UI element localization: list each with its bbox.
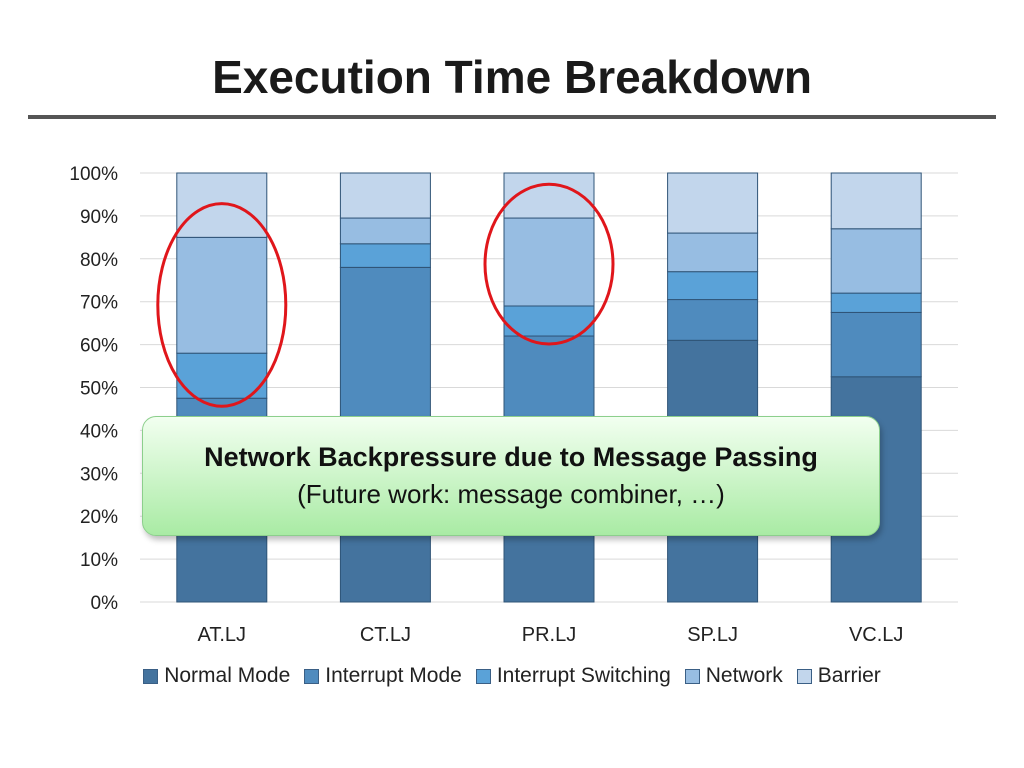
legend-label: Normal Mode: [164, 664, 291, 687]
bar-segment: [667, 299, 759, 341]
legend-swatch: [475, 668, 491, 684]
highlight-circles: [156, 182, 615, 408]
bar-segment: [830, 292, 922, 313]
legend-item: Normal Mode: [143, 664, 290, 688]
legend-label: Interrupt Switching: [496, 664, 671, 687]
bar-segment: [176, 236, 268, 354]
callout-title: Network Backpressure due to Message Pass…: [204, 442, 818, 472]
bar-segment: [503, 172, 595, 219]
bar-segment: [503, 217, 595, 307]
legend-swatch: [304, 668, 320, 684]
y-tick-label: 80%: [80, 250, 118, 271]
callout-box: Network Backpressure due to Message Pass…: [142, 416, 880, 536]
y-tick-label: 20%: [80, 507, 118, 528]
bar-segment: [830, 172, 922, 230]
bar-segment: [667, 271, 759, 301]
bar-segment: [339, 217, 431, 245]
legend-item: Interrupt Mode: [304, 664, 462, 688]
slide-title: Execution Time Breakdown: [212, 51, 812, 103]
y-tick-label: 0%: [91, 593, 119, 614]
x-category-label: VC.LJ: [849, 624, 903, 646]
highlight-ellipse: [156, 202, 288, 408]
y-tick-label: 10%: [80, 550, 118, 571]
legend-item: Interrupt Switching: [475, 664, 671, 688]
stacked-bar-chart: 0% 10% 20% 30% 40% 50% 60% 70% 80% 90% 100% AT.LJ C…: [69, 164, 958, 646]
bar-segment: [503, 305, 595, 337]
bar-segment: [830, 228, 922, 294]
y-tick-label: 90%: [80, 207, 118, 228]
x-axis-category-labels: AT.LJ CT.LJ PR.LJ SP.LJ VC.LJ: [198, 624, 904, 646]
callout-subtitle: (Future work: message combiner, …): [297, 479, 725, 509]
y-tick-label: 50%: [80, 379, 118, 400]
x-category-label: AT.LJ: [198, 624, 247, 646]
y-tick-label: 70%: [80, 293, 118, 314]
legend-swatch: [684, 668, 700, 684]
x-category-label: CT.LJ: [360, 624, 411, 646]
bar-segment: [339, 172, 431, 219]
bar-segment: [176, 172, 268, 238]
y-tick-label: 30%: [80, 464, 118, 485]
bar-segment: [339, 243, 431, 268]
y-tick-label: 40%: [80, 421, 118, 442]
bar-segment: [667, 232, 759, 273]
title-divider: [28, 115, 996, 119]
legend-swatch: [796, 668, 812, 684]
legend-label: Network: [705, 664, 783, 687]
legend-label: Barrier: [817, 664, 881, 687]
highlight-ellipse: [483, 182, 615, 346]
y-tick-label: 100%: [69, 164, 118, 185]
legend-item: Barrier: [796, 664, 881, 688]
x-category-label: SP.LJ: [687, 624, 738, 646]
bar-segment: [667, 172, 759, 234]
y-axis-tick-labels: 0% 10% 20% 30% 40% 50% 60% 70% 80% 90% 100%: [69, 164, 118, 614]
legend-swatch: [143, 668, 159, 684]
x-category-label: PR.LJ: [522, 624, 576, 646]
chart-legend: Normal Mode Interrupt Mode Interrupt Switc…: [0, 664, 1024, 688]
legend-item: Network: [684, 664, 783, 688]
y-tick-label: 60%: [80, 336, 118, 357]
bar-segment: [830, 311, 922, 378]
legend-label: Interrupt Mode: [325, 664, 462, 687]
